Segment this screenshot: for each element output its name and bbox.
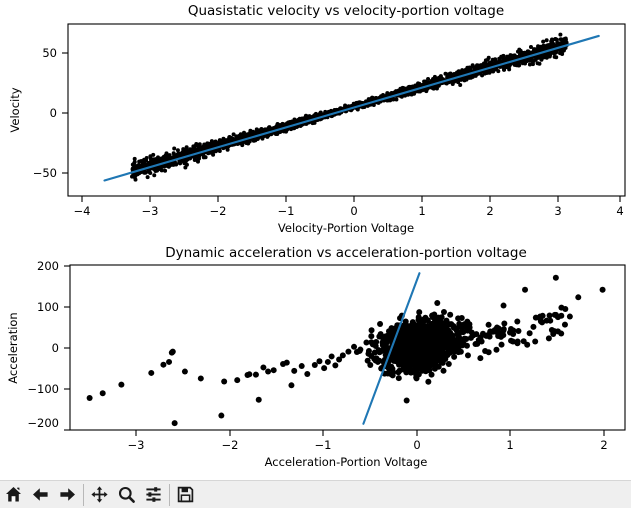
velocity-ylabel: Velocity (8, 87, 22, 132)
home-button[interactable] (0, 481, 27, 508)
acceleration-xtick-0: 0 (413, 438, 420, 452)
save-button[interactable] (172, 481, 199, 508)
velocity-xtick-3: 3 (554, 204, 561, 218)
velocity-xtick--2: −2 (210, 204, 227, 218)
velocity-axes-frame (67, 23, 626, 197)
velocity-y-axis: 50 0 −50 (33, 46, 68, 180)
acceleration-ytick-minus200: −200 (27, 416, 59, 430)
velocity-xtick--3: −3 (142, 204, 159, 218)
figure-svg: Quasistatic velocity vs velocity-portion… (0, 0, 631, 480)
move-arrows-icon (91, 486, 108, 503)
acceleration-ytick-100: 100 (37, 300, 59, 314)
toolbar-separator-1 (83, 483, 84, 506)
acceleration-ytick-200: 200 (37, 259, 59, 273)
acceleration-y-axis: 200 100 0 −100 −200 (27, 259, 70, 431)
acceleration-ytick-0: 0 (52, 341, 59, 355)
figure-canvas[interactable]: Quasistatic velocity vs velocity-portion… (0, 0, 631, 480)
acceleration-xtick-1: 1 (506, 438, 513, 452)
velocity-xtick-2: 2 (486, 204, 493, 218)
arrow-left-icon (33, 488, 48, 501)
velocity-subplot[interactable]: Quasistatic velocity vs velocity-portion… (8, 3, 626, 235)
velocity-plot-title: Quasistatic velocity vs velocity-portion… (188, 3, 504, 19)
velocity-xtick--1: −1 (278, 204, 295, 218)
acceleration-xtick--1: −1 (315, 438, 332, 452)
figure-background (0, 0, 631, 480)
velocity-xtick-0: 0 (350, 204, 357, 218)
acceleration-xtick-2: 2 (600, 438, 607, 452)
acceleration-xlabel: Acceleration-Portion Voltage (265, 455, 428, 469)
zoom-button[interactable] (113, 481, 140, 508)
navigation-toolbar[interactable] (0, 480, 631, 508)
sliders-icon (146, 487, 161, 502)
acceleration-scatter-points (86, 274, 606, 427)
velocity-x-axis: −4 −3 −2 −1 0 1 2 3 4 (74, 196, 624, 218)
velocity-trendline (103, 34, 600, 182)
back-button[interactable] (27, 481, 54, 508)
acceleration-xtick--2: −2 (222, 438, 239, 452)
acceleration-ytick-minus100: −100 (27, 382, 59, 396)
home-icon (6, 487, 21, 502)
floppy-disk-icon (177, 486, 194, 503)
acceleration-trendline (362, 272, 421, 425)
velocity-ytick-50: 50 (42, 46, 57, 60)
velocity-xtick-4: 4 (616, 204, 623, 218)
velocity-xtick--4: −4 (74, 204, 91, 218)
configure-subplots-button[interactable] (140, 481, 167, 508)
acceleration-xtick--3: −3 (128, 438, 145, 452)
velocity-ytick-minus50: −50 (33, 166, 57, 180)
velocity-xtick-1: 1 (418, 204, 425, 218)
pan-button[interactable] (86, 481, 113, 508)
forward-button[interactable] (54, 481, 81, 508)
acceleration-plot-title: Dynamic acceleration vs acceleration-por… (165, 245, 527, 261)
toolbar-separator-2 (169, 483, 170, 506)
velocity-ytick-0: 0 (50, 106, 57, 120)
acceleration-ylabel: Acceleration (6, 312, 20, 383)
acceleration-x-axis: −3 −2 −1 0 1 2 (128, 430, 608, 452)
arrow-right-icon (60, 488, 75, 501)
magnifier-icon (118, 486, 135, 503)
acceleration-subplot[interactable]: Dynamic acceleration vs acceleration-por… (6, 245, 626, 469)
velocity-xlabel: Velocity-Portion Voltage (278, 221, 414, 235)
